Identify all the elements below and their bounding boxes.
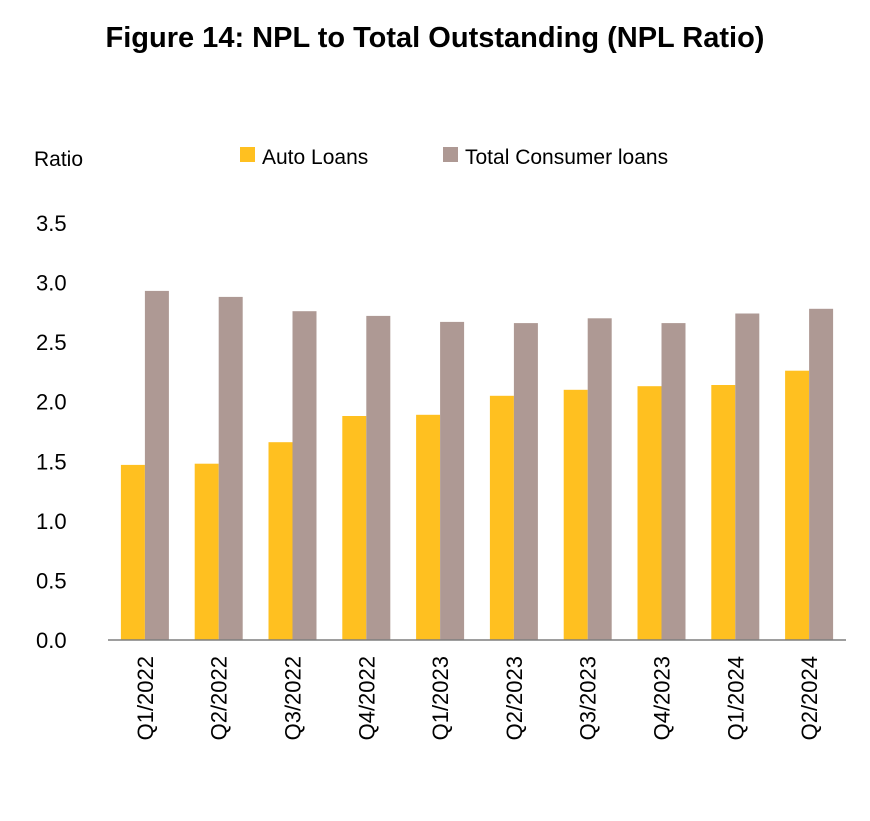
bar-auto-loans-5 xyxy=(416,414,441,640)
bar-total-consumer-loans-4 xyxy=(366,315,391,640)
x-tick-label: Q4/2022 xyxy=(354,656,379,740)
y-tick-label: 3.5 xyxy=(36,211,67,236)
bars xyxy=(120,290,834,640)
x-tick-label: Q3/2023 xyxy=(576,656,601,740)
bar-total-consumer-loans-8 xyxy=(661,323,686,640)
y-tick-label: 2.5 xyxy=(36,330,67,355)
bar-auto-loans-7 xyxy=(563,389,588,640)
bar-auto-loans-2 xyxy=(194,463,219,640)
x-tick-label: Q4/2023 xyxy=(650,656,675,740)
y-tick-label: 1.5 xyxy=(36,449,67,474)
x-tick-label: Q1/2024 xyxy=(723,656,748,740)
bar-total-consumer-loans-10 xyxy=(809,308,834,640)
x-axis: Q1/2022 Q2/2022 Q3/2022 Q4/2022 Q1/2023 Q2/20… xyxy=(133,656,822,740)
bar-auto-loans-6 xyxy=(489,395,514,640)
bar-auto-loans-3 xyxy=(268,442,293,640)
y-tick-label: 0.5 xyxy=(36,568,67,593)
bar-total-consumer-loans-5 xyxy=(440,321,465,640)
bar-total-consumer-loans-2 xyxy=(218,296,243,640)
x-tick-label: Q1/2022 xyxy=(133,656,158,740)
x-tick-label: Q2/2022 xyxy=(207,656,232,740)
bar-auto-loans-9 xyxy=(711,385,736,640)
bar-total-consumer-loans-9 xyxy=(735,313,760,640)
y-axis: 0.0 0.5 1.0 1.5 2.0 2.5 3.0 3.5 xyxy=(36,211,67,653)
bar-total-consumer-loans-7 xyxy=(587,318,612,640)
y-tick-label: 3.0 xyxy=(36,271,67,296)
legend-swatch-total-consumer-loans xyxy=(443,147,458,162)
x-tick-label: Q1/2023 xyxy=(428,656,453,740)
chart-title: Figure 14: NPL to Total Outstanding (NPL… xyxy=(105,22,765,54)
bar-total-consumer-loans-1 xyxy=(144,290,169,640)
y-tick-label: 2.0 xyxy=(36,390,67,415)
legend: Auto Loans Total Consumer loans xyxy=(240,146,668,169)
bar-total-consumer-loans-6 xyxy=(513,323,538,640)
y-tick-label: 0.0 xyxy=(36,628,67,653)
bar-total-consumer-loans-3 xyxy=(292,311,317,640)
bar-auto-loans-1 xyxy=(120,464,145,640)
bar-auto-loans-10 xyxy=(785,370,810,640)
x-tick-label: Q3/2022 xyxy=(281,656,306,740)
bar-auto-loans-4 xyxy=(342,416,367,640)
y-tick-label: 1.0 xyxy=(36,509,67,534)
bar-auto-loans-8 xyxy=(637,386,662,640)
x-tick-label: Q2/2023 xyxy=(502,656,527,740)
legend-swatch-auto-loans xyxy=(240,147,255,162)
x-tick-label: Q2/2024 xyxy=(797,656,822,740)
legend-label-auto-loans: Auto Loans xyxy=(262,146,368,169)
legend-label-total-consumer-loans: Total Consumer loans xyxy=(465,146,668,169)
y-axis-title: Ratio xyxy=(34,148,83,171)
